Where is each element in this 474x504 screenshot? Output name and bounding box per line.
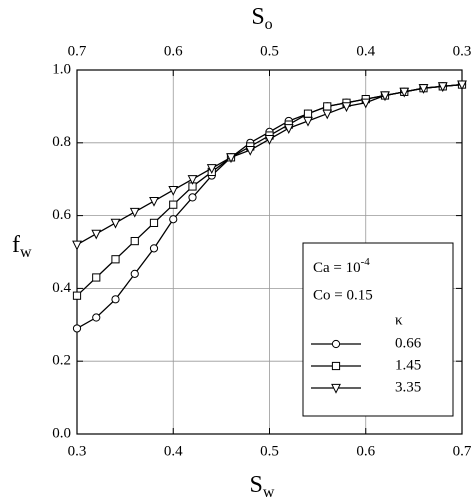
x2-tick-label: 0.6 xyxy=(164,43,183,59)
marker xyxy=(149,196,159,207)
annotation-superscript: -4 xyxy=(361,256,371,268)
x-tick-label: 0.6 xyxy=(356,443,375,459)
x2-tick-label: 0.5 xyxy=(260,43,279,59)
legend-title: κ xyxy=(395,312,403,328)
x2-tick-label: 0.4 xyxy=(356,43,375,59)
marker xyxy=(188,193,197,202)
marker xyxy=(226,153,236,164)
plot-frame xyxy=(76,69,463,435)
marker xyxy=(130,269,139,278)
y-tick-label: 0.2 xyxy=(52,353,71,369)
legend-label: 3.35 xyxy=(395,379,421,395)
marker xyxy=(264,135,275,145)
marker xyxy=(331,361,341,371)
marker xyxy=(283,124,294,134)
marker xyxy=(437,82,448,93)
marker xyxy=(399,87,410,98)
x-tick-label: 0.3 xyxy=(68,443,87,459)
x-axis-label: Sw xyxy=(250,472,275,501)
marker xyxy=(91,229,102,240)
marker xyxy=(418,84,429,94)
marker xyxy=(129,207,140,218)
marker xyxy=(323,102,332,111)
marker xyxy=(360,98,371,109)
y-axis-label: fw xyxy=(12,232,32,261)
marker xyxy=(380,91,390,102)
legend-box xyxy=(302,242,454,417)
y-tick-label: 0.6 xyxy=(52,207,71,223)
marker xyxy=(111,255,120,264)
marker xyxy=(331,339,341,349)
marker xyxy=(92,273,101,282)
marker xyxy=(245,145,256,156)
y-tick-label: 0.0 xyxy=(52,425,71,441)
marker xyxy=(149,218,159,227)
legend-label: 1.45 xyxy=(395,357,421,373)
y-tick-label: 1.0 xyxy=(52,61,71,77)
x-tick-label: 0.4 xyxy=(164,443,183,459)
marker xyxy=(168,186,179,196)
marker xyxy=(457,80,467,91)
x2-tick-label: 0.7 xyxy=(68,43,87,59)
marker xyxy=(72,291,82,300)
marker xyxy=(149,244,159,253)
x-tick-label: 0.7 xyxy=(453,443,472,459)
y-tick-label: 0.4 xyxy=(52,280,71,296)
marker xyxy=(92,313,101,322)
marker xyxy=(110,218,121,229)
marker xyxy=(206,164,217,174)
y-tick-label: 0.8 xyxy=(52,134,71,150)
x2-axis-label: So xyxy=(251,4,272,33)
marker xyxy=(322,109,333,120)
marker xyxy=(331,383,341,394)
legend-label: 0.66 xyxy=(395,335,422,351)
marker xyxy=(303,109,313,118)
marker xyxy=(111,295,120,304)
marker xyxy=(169,215,178,224)
marker xyxy=(72,240,82,251)
marker xyxy=(187,175,198,185)
annotation-text: Ca = 10 xyxy=(313,260,361,276)
annotation: Ca = 10-4 xyxy=(313,256,370,277)
marker xyxy=(341,102,352,113)
marker xyxy=(130,236,139,246)
marker xyxy=(72,324,82,333)
marker xyxy=(169,200,178,209)
x-tick-label: 0.5 xyxy=(260,443,279,459)
x2-tick-label: 0.3 xyxy=(453,43,472,59)
marker xyxy=(303,116,313,127)
annotation: Co = 0.15 xyxy=(313,287,373,303)
